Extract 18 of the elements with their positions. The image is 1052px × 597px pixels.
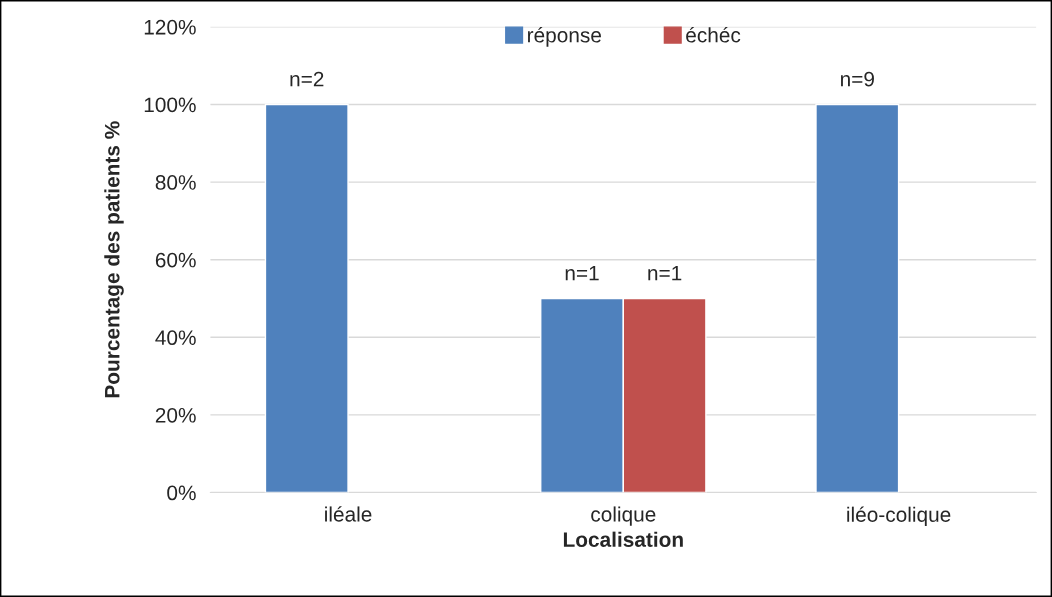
y-tick-label: 80%: [155, 175, 196, 190]
x-tick-label: iléo-colique: [847, 506, 951, 527]
y-tick-label: 120%: [144, 19, 196, 35]
annotation: n=1: [565, 265, 599, 281]
annotation: n=9: [841, 71, 874, 87]
y-tick-label: 60%: [155, 252, 196, 268]
x-tick-label: iléale: [325, 506, 372, 522]
legend-label: réponse: [528, 26, 601, 47]
y-axis-title: Pourcentage des patients %: [104, 121, 124, 398]
x-axis-title: Localisation: [563, 531, 683, 547]
annotation: n=2: [290, 71, 324, 87]
y-tick-label: 100%: [144, 97, 196, 113]
annotation: n=1: [648, 265, 682, 281]
x-tick-label: colique: [591, 506, 656, 526]
y-tick-label: 0%: [167, 485, 196, 501]
y-tick-label: 40%: [155, 330, 196, 346]
legend-label: échéc: [686, 26, 741, 43]
y-tick-label: 20%: [155, 407, 196, 423]
